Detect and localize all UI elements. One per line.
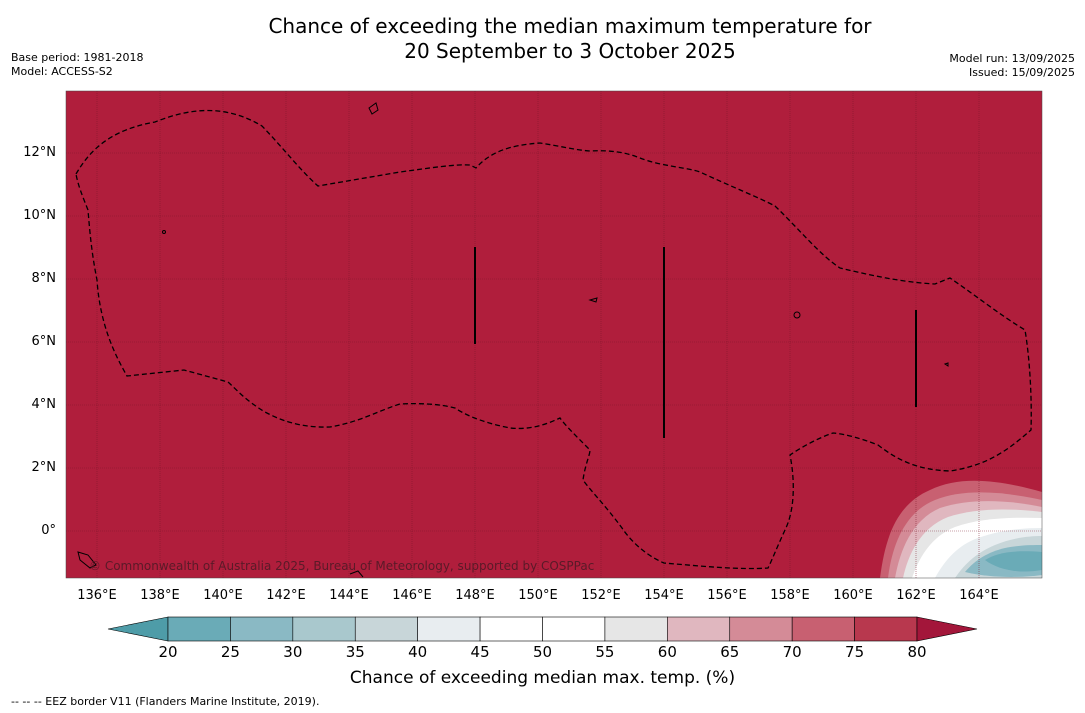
colorbar-tick: 25 [220,643,240,661]
colorbar [107,616,978,642]
eez-border [75,109,1032,570]
colorbar-tick: 80 [907,643,927,661]
graticule [66,91,1042,578]
model-run: Model run: 13/09/2025 [949,52,1075,65]
lon-label: 148°E [455,588,495,603]
colorbar-tick: 45 [470,643,490,661]
meta-left: Base period: 1981-2018 Model: ACCESS-S2 [11,51,143,79]
colorbar-title: Chance of exceeding median max. temp. (%… [349,668,736,688]
probability-contours [880,480,1042,578]
colorbar-tick: 65 [720,643,740,661]
colorbar-tick: 40 [408,643,428,661]
lat-label: 4°N [31,397,57,412]
meta-right: Model run: 13/09/2025 Issued: 15/09/2025 [949,52,1075,80]
lon-label: 150°E [518,588,558,603]
lon-label: 136°E [77,588,117,603]
lon-label: 152°E [581,588,621,603]
colorbar-segment [167,616,231,642]
lat-label: 10°N [23,208,56,223]
map-frame [65,90,1043,579]
lat-label: 12°N [23,145,56,160]
map-background [66,91,1042,578]
colorbar-segment [791,616,855,642]
model-name: Model: ACCESS-S2 [11,65,113,78]
title-line-2: 20 September to 3 October 2025 [404,39,736,63]
colorbar-segment [604,616,668,642]
island-markers [474,247,917,438]
issued-date: Issued: 15/09/2025 [968,66,1075,79]
map-credit: © Commonwealth of Australia 2025, Bureau… [89,559,594,573]
base-period: Base period: 1981-2018 [11,51,144,64]
lon-label: 164°E [959,588,999,603]
lat-label: 8°N [31,271,57,286]
map-panel: © Commonwealth of Australia 2025, Bureau… [66,91,1042,578]
colorbar-tick: 30 [283,643,303,661]
chart-title: Chance of exceeding the median maximum t… [0,14,1085,64]
lon-label: 154°E [644,588,684,603]
lon-label: 146°E [392,588,432,603]
colorbar-extend-low [107,616,169,642]
lat-label: 2°N [31,460,57,475]
colorbar-tick: 60 [657,643,677,661]
lon-label: 144°E [329,588,369,603]
colorbar-tick: 75 [845,643,865,661]
colorbar-segment [854,616,918,642]
colorbar-segment [667,616,731,642]
colorbar-segment [292,616,356,642]
footnote: -- -- -- EEZ border V11 (Flanders Marine… [11,695,320,708]
colorbar-segment [729,616,793,642]
lon-label: 158°E [770,588,810,603]
colorbar-tick: 50 [532,643,553,661]
colorbar-segment [230,616,294,642]
colorbar-extend-high [916,616,978,642]
colorbar-segment [479,616,543,642]
title-line-1: Chance of exceeding the median maximum t… [268,14,872,38]
lon-label: 160°E [833,588,873,603]
colorbar-tick: 20 [158,643,178,661]
colorbar-segment [542,616,606,642]
lon-label: 142°E [266,588,306,603]
lon-label: 138°E [140,588,180,603]
colorbar-tick: 70 [782,643,802,661]
lon-label: 140°E [203,588,243,603]
colorbar-segment [417,616,481,642]
lon-label: 156°E [707,588,747,603]
colorbar-tick: 35 [345,643,365,661]
lat-label: 0° [41,523,56,538]
lon-label: 162°E [896,588,936,603]
lat-label: 6°N [31,334,57,349]
islands [77,102,949,578]
colorbar-segment [354,616,418,642]
colorbar-tick: 55 [595,643,615,661]
